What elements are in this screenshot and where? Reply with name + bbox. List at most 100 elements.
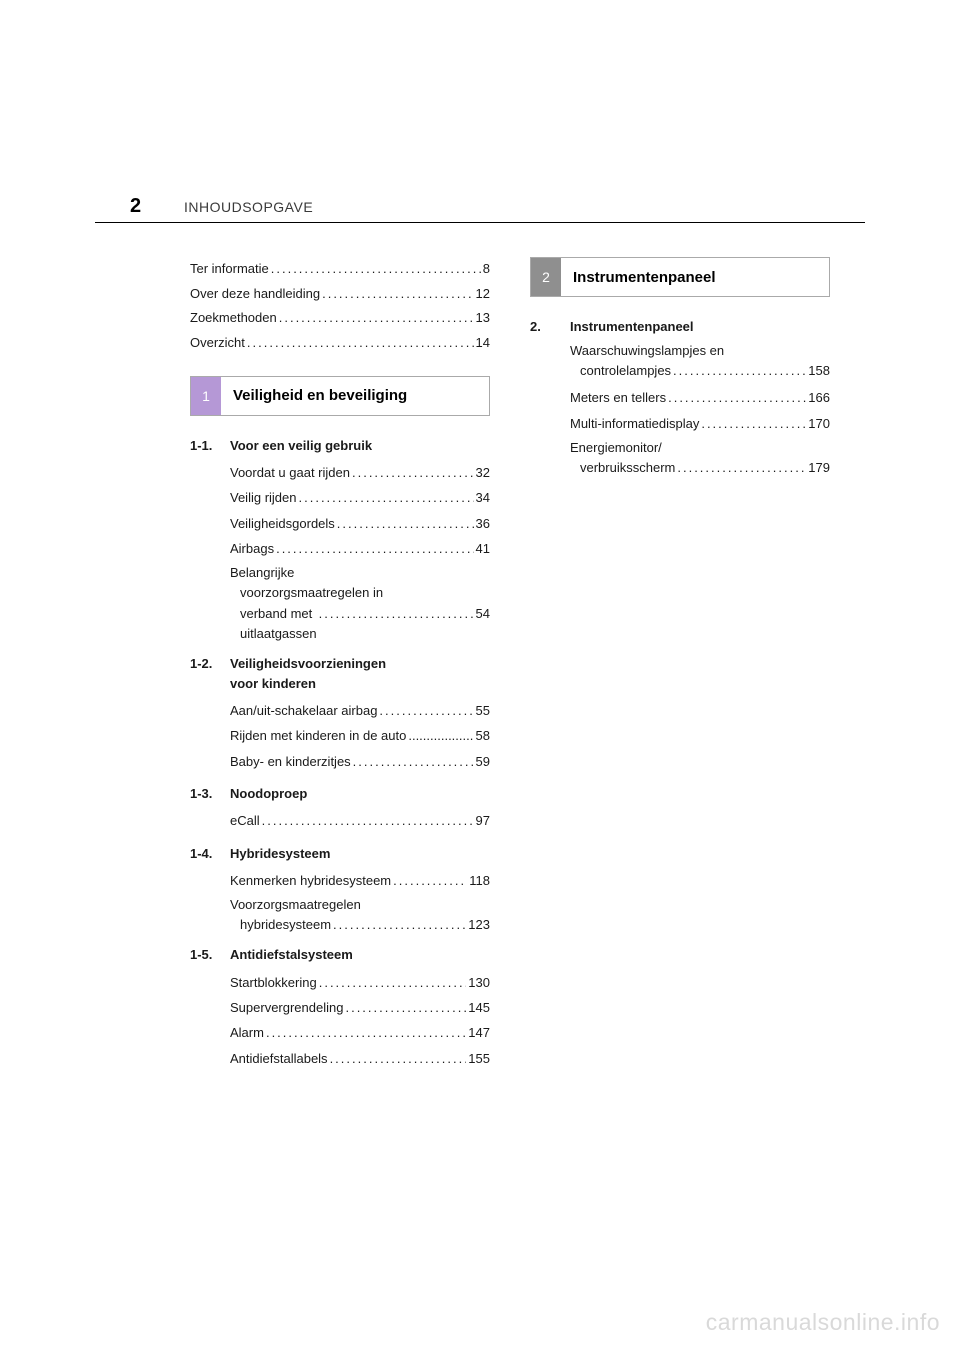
- chapter-number-tab: 1: [191, 377, 221, 415]
- section-title: Instrumentenpaneel: [570, 317, 830, 337]
- chapter-title: Instrumentenpaneel: [561, 258, 716, 296]
- leader-dots: [269, 257, 481, 282]
- leader-dots: [350, 460, 474, 485]
- section-heading: 1-3. Noodoproep: [190, 784, 490, 804]
- right-column: 2 Instrumentenpaneel 2. Instrumentenpane…: [530, 257, 830, 1071]
- section-title: Hybridesysteem: [230, 844, 490, 864]
- toc-entry: Alarm 147: [230, 1020, 490, 1045]
- leader-dots: [260, 808, 474, 833]
- page-number: 2: [130, 195, 160, 218]
- toc-entry: Baby- en kinderzitjes 59: [230, 749, 490, 774]
- toc-label: Antidiefstallabels: [230, 1046, 328, 1071]
- toc-label: Alarm: [230, 1020, 264, 1045]
- toc-label: eCall: [230, 808, 260, 833]
- toc-label-cont: voorzorgsmaatregelen in: [230, 583, 490, 603]
- toc-label: Belangrijke: [230, 563, 490, 583]
- leader-dots: [317, 970, 467, 995]
- section-heading: 1-4. Hybridesysteem: [190, 844, 490, 864]
- section-entries: eCall 97: [190, 808, 490, 833]
- toc-page: 36: [476, 511, 490, 536]
- toc-page: 179: [808, 458, 830, 478]
- leader-dots: [377, 698, 473, 723]
- leader-dots: [245, 331, 474, 356]
- toc-page: 8: [483, 257, 490, 282]
- section-title: Noodoproep: [230, 784, 490, 804]
- watermark: carmanualsonline.info: [706, 1309, 940, 1336]
- section-title: Voor een veilig gebruik: [230, 436, 490, 456]
- section-heading: 1-1. Voor een veilig gebruik: [190, 436, 490, 456]
- leader-dots: [317, 604, 474, 624]
- section-title: Veiligheidsvoorzieningen voor kinderen: [230, 654, 490, 694]
- chapter-number-tab: 2: [531, 258, 561, 296]
- toc-page: 54: [476, 604, 490, 624]
- leader-dots: [343, 995, 466, 1020]
- toc-page: 32: [476, 460, 490, 485]
- toc-entry: eCall 97: [230, 808, 490, 833]
- toc-entry: Supervergrendeling 145: [230, 995, 490, 1020]
- toc-entry: Veilig rijden 34: [230, 485, 490, 510]
- toc-page: 170: [808, 411, 830, 436]
- toc-entry-multiline: Waarschuwingslampjes en controlelampjes …: [570, 341, 830, 381]
- toc-entry-multiline: Energiemonitor/ verbruiksscherm 179: [570, 438, 830, 478]
- toc-page: 145: [468, 995, 490, 1020]
- toc-label: Veilig rijden: [230, 485, 297, 510]
- toc-entry: Antidiefstallabels 155: [230, 1046, 490, 1071]
- header-rule: [95, 222, 865, 223]
- toc-page: 58: [476, 723, 490, 748]
- toc-label: Startblokkering: [230, 970, 317, 995]
- toc-label: Baby- en kinderzitjes: [230, 749, 351, 774]
- toc-page: 12: [476, 282, 490, 307]
- toc-entry: Overzicht 14: [190, 331, 490, 356]
- chapter-box: 1 Veiligheid en beveiliging: [190, 376, 490, 416]
- leader-dots: [406, 723, 473, 748]
- section-number: 1-4.: [190, 844, 230, 864]
- toc-entry: Multi-informatiedisplay 170: [570, 411, 830, 436]
- section-number: 1-2.: [190, 654, 230, 694]
- toc-label: Voorzorgsmaatregelen: [230, 895, 490, 915]
- leader-dots: [699, 411, 806, 436]
- toc-label: Energiemonitor/: [570, 438, 830, 458]
- toc-page: 123: [468, 915, 490, 935]
- toc-label: Aan/uit-schakelaar airbag: [230, 698, 377, 723]
- toc-page: 97: [476, 808, 490, 833]
- toc-page: 14: [476, 331, 490, 356]
- toc-page: 158: [808, 361, 830, 381]
- section-entries: Startblokkering 130 Supervergrendeling 1…: [190, 970, 490, 1071]
- toc-label-cont: verbruiksscherm: [580, 458, 675, 478]
- toc-entry: Over deze handleiding 12: [190, 282, 490, 307]
- toc-label: Ter informatie: [190, 257, 269, 282]
- toc-entry: Kenmerken hybridesysteem 118: [230, 868, 490, 893]
- toc-page: 155: [468, 1046, 490, 1071]
- section-heading: 1-5. Antidiefstalsysteem: [190, 945, 490, 965]
- toc-label: Overzicht: [190, 331, 245, 356]
- section-title: Antidiefstalsysteem: [230, 945, 490, 965]
- leader-dots: [671, 361, 806, 381]
- chapter-box: 2 Instrumentenpaneel: [530, 257, 830, 297]
- section-number: 1-3.: [190, 784, 230, 804]
- chapter-title: Veiligheid en beveiliging: [221, 377, 407, 415]
- toc-label: Multi-informatiedisplay: [570, 411, 699, 436]
- toc-entry-multiline: Belangrijke voorzorgsmaatregelen in verb…: [230, 563, 490, 644]
- page: { "page_number": "2", "header_title": "I…: [0, 0, 960, 1358]
- toc-page: 166: [808, 385, 830, 410]
- left-column: Ter informatie 8 Over deze handleiding 1…: [190, 257, 490, 1071]
- section-entries: Voordat u gaat rijden 32 Veilig rijden 3…: [190, 460, 490, 644]
- leader-dots: [320, 282, 473, 307]
- leader-dots: [675, 458, 806, 478]
- toc-entry: Rijden met kinderen in de auto 58: [230, 723, 490, 748]
- toc-page: 147: [468, 1020, 490, 1045]
- toc-label: Voordat u gaat rijden: [230, 460, 350, 485]
- toc-page: 59: [476, 749, 490, 774]
- header-title: INHOUDSOPGAVE: [184, 199, 313, 215]
- toc-entry: Aan/uit-schakelaar airbag 55: [230, 698, 490, 723]
- toc-page: 34: [476, 485, 490, 510]
- leader-dots: [264, 1020, 466, 1045]
- toc-label: Over deze handleiding: [190, 282, 320, 307]
- toc-entry-multiline: Voorzorgsmaatregelen hybridesysteem 123: [230, 895, 490, 935]
- leader-dots: [331, 915, 466, 935]
- toc-page: 130: [468, 970, 490, 995]
- leader-dots: [328, 1046, 467, 1071]
- toc-label: Meters en tellers: [570, 385, 666, 410]
- leader-dots: [666, 385, 806, 410]
- toc-label-cont: hybridesysteem: [240, 915, 331, 935]
